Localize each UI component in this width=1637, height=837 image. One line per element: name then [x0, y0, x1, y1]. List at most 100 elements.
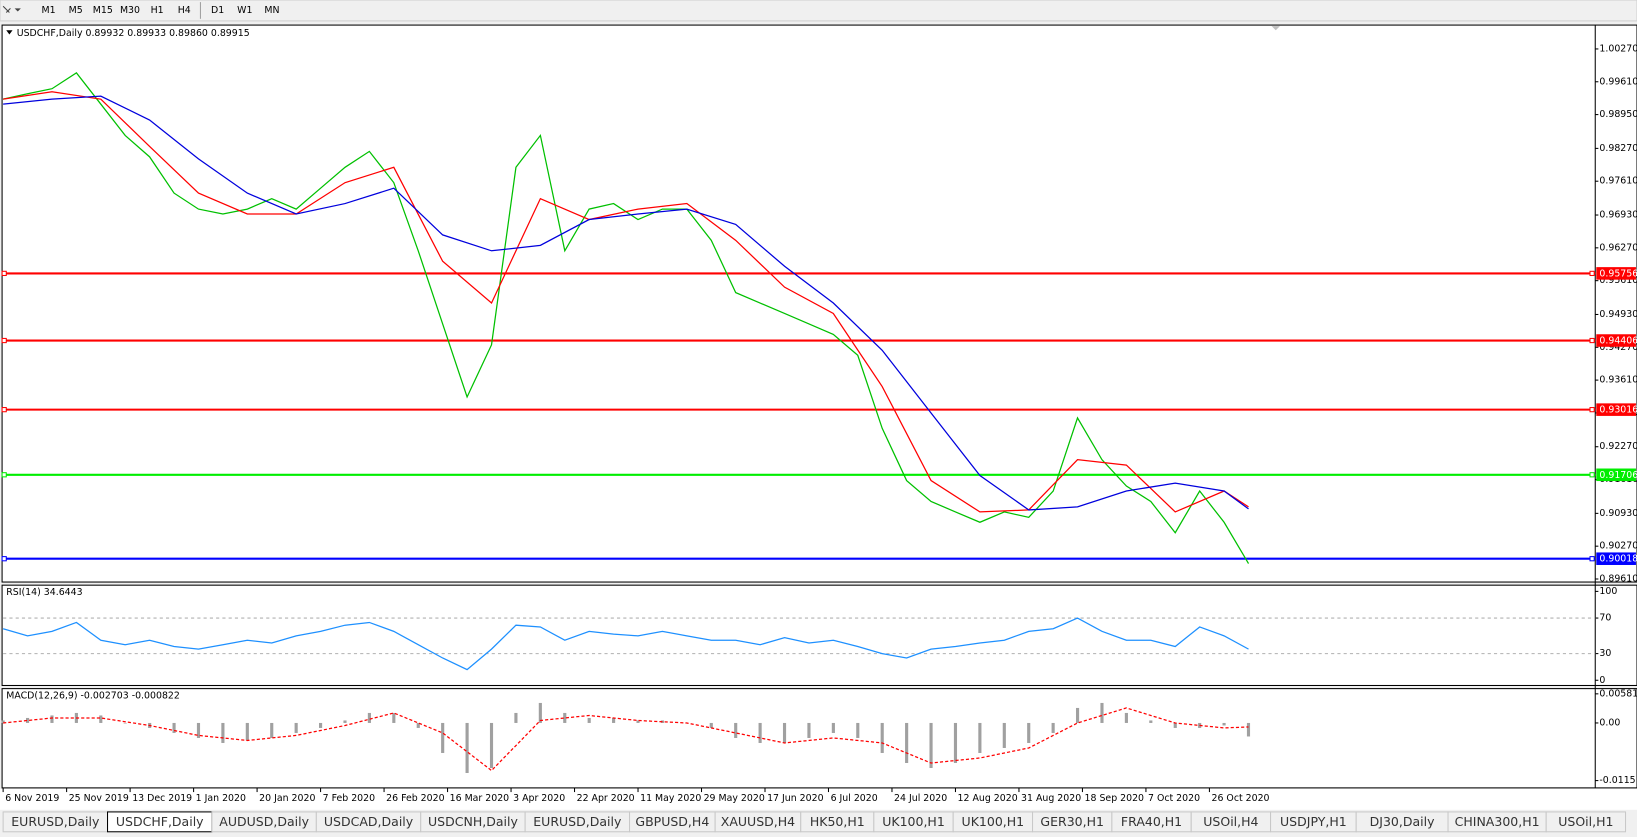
- y-tick-label: 0.89610: [1599, 573, 1637, 584]
- histogram-bar: [489, 722, 494, 768]
- histogram-bar: [880, 722, 884, 753]
- timeframe-label[interactable]: D1: [211, 5, 224, 16]
- x-tick-label: 7 Oct 2020: [1148, 793, 1200, 804]
- timeframe-label[interactable]: M1: [42, 5, 56, 16]
- x-tick-label: 22 Apr 2020: [577, 793, 635, 804]
- level-handle[interactable]: [1, 337, 7, 344]
- tab-label[interactable]: AUDUSD,Daily: [219, 814, 309, 829]
- timeframe-button[interactable]: [171, 2, 198, 19]
- histogram-bar: [196, 722, 201, 738]
- tab-label[interactable]: UK100,H1: [882, 814, 945, 829]
- level-label: 0.90018: [1599, 554, 1637, 565]
- histogram-bar: [1124, 712, 1128, 723]
- level-handle[interactable]: [1, 556, 7, 562]
- x-tick-label: 12 Aug 2020: [958, 793, 1018, 804]
- histogram-bar: [1149, 720, 1153, 723]
- x-tick-label: 17 Jun 2020: [767, 793, 823, 804]
- level-label: 0.93016: [1599, 405, 1637, 416]
- level-handle[interactable]: [1589, 407, 1595, 413]
- tab-label[interactable]: EURUSD,Daily: [11, 814, 100, 829]
- histogram-bar: [538, 702, 542, 723]
- macd-title: MACD(12,26,9) -0.002703 -0.000822: [6, 690, 180, 701]
- histogram-bar: [563, 712, 567, 723]
- y-tick-label: 70: [1599, 613, 1611, 624]
- histogram-bar: [50, 715, 54, 723]
- timeframe-label[interactable]: H1: [151, 5, 164, 16]
- histogram-bar: [343, 720, 347, 723]
- timeframe-button[interactable]: [231, 2, 258, 19]
- x-tick-label: 25 Nov 2019: [69, 793, 129, 804]
- histogram-bar: [953, 722, 958, 763]
- y-tick-label: 100: [1599, 586, 1617, 597]
- x-tick-label: 11 May 2020: [640, 793, 701, 804]
- level-handle[interactable]: [1589, 337, 1595, 344]
- histogram-bar: [270, 722, 274, 738]
- x-tick-label: 26 Feb 2020: [386, 793, 444, 804]
- tab-label[interactable]: FRA40,H1: [1121, 814, 1182, 829]
- tab-label[interactable]: GBPUSD,H4: [635, 814, 709, 829]
- tab-label[interactable]: GER30,H1: [1040, 814, 1104, 829]
- tab-label[interactable]: USDJPY,H1: [1280, 814, 1347, 829]
- level-handle[interactable]: [1589, 472, 1595, 478]
- tab-label[interactable]: USDCNH,Daily: [428, 814, 518, 829]
- x-tick-label: 26 Oct 2020: [1212, 793, 1270, 804]
- tab-label[interactable]: USOil,H4: [1203, 814, 1258, 829]
- indicator-line: [3, 707, 1249, 772]
- tab-label[interactable]: DJ30,Daily: [1370, 814, 1435, 829]
- toolbar-dropdown[interactable]: [14, 8, 21, 12]
- histogram-bar: [367, 712, 371, 723]
- symbol-menu[interactable]: [6, 30, 13, 35]
- timeframe-button[interactable]: [116, 2, 144, 19]
- timeframe-button[interactable]: [144, 2, 171, 19]
- tab-label[interactable]: HK50,H1: [810, 814, 865, 829]
- y-tick-label: 0: [1599, 675, 1605, 686]
- histogram-bar: [831, 722, 835, 733]
- y-tick-label: 0.005818: [1599, 688, 1637, 699]
- timeframe-label[interactable]: M30: [120, 5, 140, 16]
- histogram-bar: [514, 712, 518, 723]
- main-panel: [1, 24, 1637, 583]
- timeframe-label[interactable]: M15: [93, 5, 113, 16]
- timeframe-label[interactable]: W1: [237, 5, 252, 16]
- tab-label[interactable]: USDCHF,Daily: [116, 814, 204, 829]
- tab-label[interactable]: XAUUSD,H4: [721, 814, 795, 829]
- rsi-title: RSI(14) 34.6443: [6, 587, 82, 598]
- toolbar-icon[interactable]: [2, 5, 11, 13]
- toolbar: [0, 0, 1637, 22]
- timeframe-label[interactable]: MN: [264, 5, 279, 16]
- histogram-bar: [1222, 722, 1226, 726]
- tab-label[interactable]: USOil,H1: [1558, 814, 1613, 829]
- histogram-bar: [465, 722, 469, 773]
- level-handle[interactable]: [1, 407, 7, 413]
- y-tick-label: -0.011514: [1599, 775, 1637, 786]
- level-handle[interactable]: [1589, 556, 1595, 562]
- tab-label[interactable]: USDCAD,Daily: [324, 814, 414, 829]
- timeframe-button[interactable]: [258, 2, 286, 19]
- histogram-bar: [245, 722, 249, 741]
- level-handle[interactable]: [1, 472, 7, 478]
- timeframe-button[interactable]: [62, 2, 89, 19]
- tab[interactable]: [1545, 811, 1627, 833]
- timeframe-label[interactable]: M5: [69, 5, 83, 16]
- level-label-box: [1596, 403, 1636, 416]
- tab-label[interactable]: UK100,H1: [962, 814, 1025, 829]
- y-tick-label: 0.92270: [1599, 441, 1637, 452]
- level-label: 0.94406: [1599, 336, 1637, 347]
- histogram-bar: [905, 722, 909, 763]
- histogram-bar: [123, 722, 127, 724]
- x-tick-label: 31 Aug 2020: [1021, 793, 1081, 804]
- tab-label[interactable]: EURUSD,Daily: [533, 814, 622, 829]
- indicator-line: [3, 91, 1249, 513]
- timeframe-label[interactable]: H4: [178, 5, 191, 16]
- tab-label[interactable]: CHINA300,H1: [1455, 814, 1540, 829]
- histogram-bar: [587, 717, 591, 723]
- histogram-bar: [709, 722, 713, 728]
- timeframe-button[interactable]: [35, 2, 62, 19]
- level-handle[interactable]: [1589, 270, 1595, 277]
- level-label-box: [1596, 552, 1636, 565]
- timeframe-button[interactable]: [204, 2, 231, 19]
- level-label-box: [1596, 468, 1636, 482]
- level-handle[interactable]: [1, 270, 7, 277]
- timeframe-button[interactable]: [89, 2, 116, 19]
